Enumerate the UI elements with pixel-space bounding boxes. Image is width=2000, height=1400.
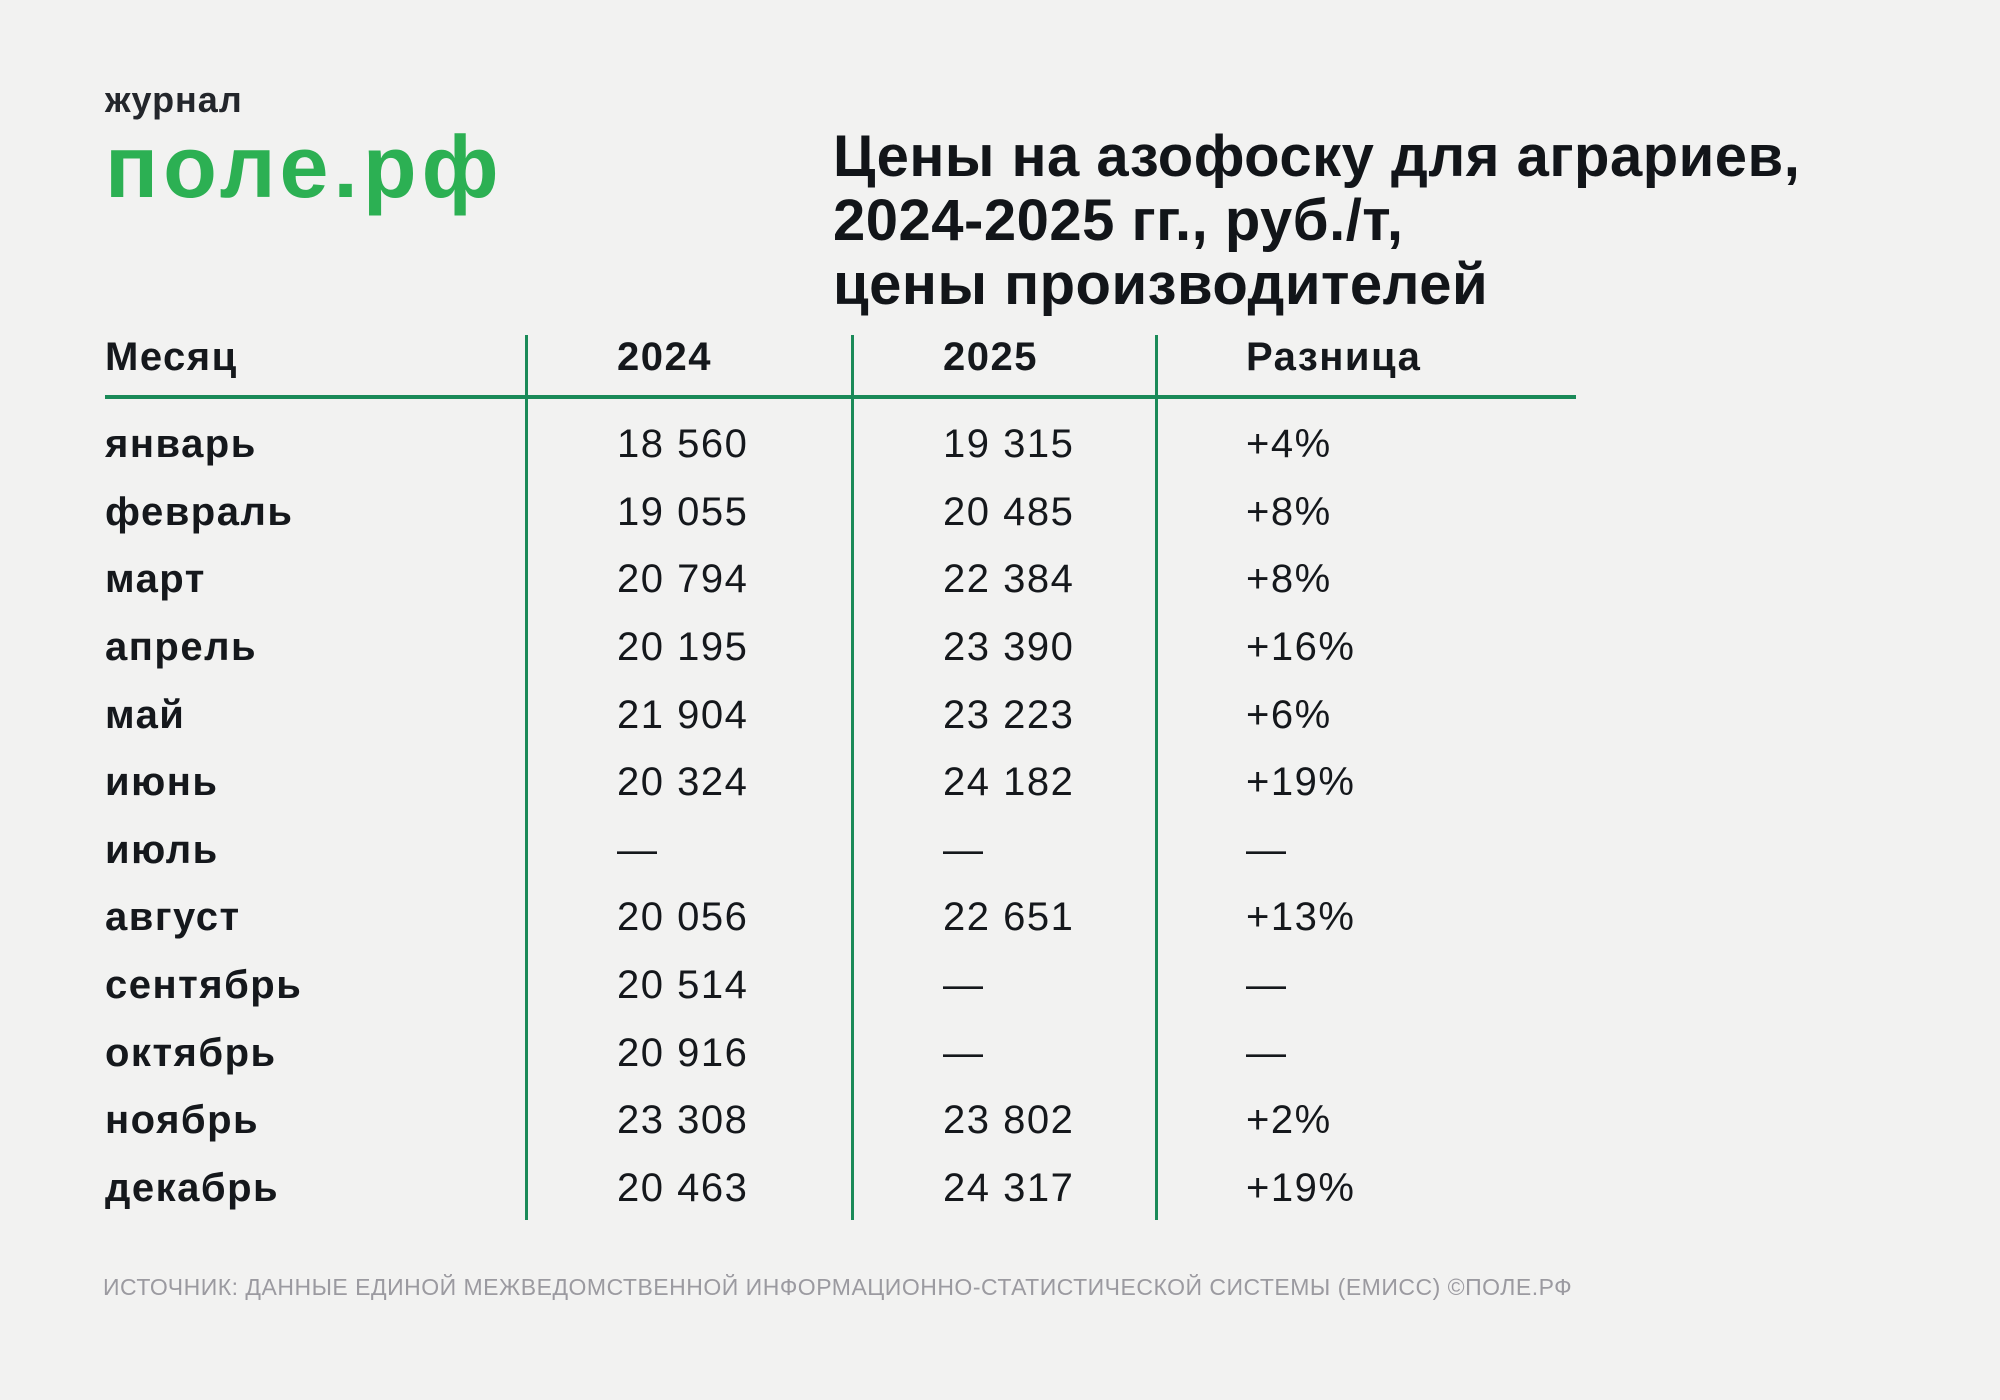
diff-cell: +8% bbox=[1246, 557, 1332, 602]
diff-cell: — bbox=[1246, 963, 1288, 1008]
title-line-1: Цены на азофоску для аграриев, bbox=[833, 123, 1801, 189]
table-row: август 20 056 22 651 +13% bbox=[105, 884, 1576, 952]
value-2024-cell: 20 324 bbox=[617, 760, 749, 805]
diff-cell: +19% bbox=[1246, 760, 1356, 805]
value-2024-cell: 20 195 bbox=[617, 625, 749, 670]
value-2024-cell: 21 904 bbox=[617, 692, 749, 737]
table-row: январь 18 560 19 315 +4% bbox=[105, 411, 1576, 479]
value-2025-cell: — bbox=[943, 827, 985, 872]
value-2024-cell: — bbox=[617, 827, 659, 872]
month-cell: ноябрь bbox=[105, 1098, 260, 1143]
month-cell: апрель bbox=[105, 625, 258, 670]
value-2024-cell: 20 056 bbox=[617, 895, 749, 940]
value-2024-cell: 20 916 bbox=[617, 1030, 749, 1075]
title-line-2: 2024-2025 гг., руб./т, bbox=[833, 187, 1404, 253]
table-row: май 21 904 23 223 +6% bbox=[105, 681, 1576, 749]
table-row: март 20 794 22 384 +8% bbox=[105, 546, 1576, 614]
table-row: декабрь 20 463 24 317 +19% bbox=[105, 1155, 1576, 1223]
value-2025-cell: 24 317 bbox=[943, 1165, 1075, 1210]
diff-cell: +6% bbox=[1246, 692, 1332, 737]
value-2024-cell: 20 794 bbox=[617, 557, 749, 602]
logo-brand: поле.рф bbox=[105, 117, 504, 216]
diff-cell: +13% bbox=[1246, 895, 1356, 940]
header-rule bbox=[105, 395, 1576, 399]
diff-cell: +8% bbox=[1246, 489, 1332, 534]
month-cell: март bbox=[105, 557, 206, 602]
value-2024-cell: 20 463 bbox=[617, 1165, 749, 1210]
table-body: январь 18 560 19 315 +4% февраль 19 055 … bbox=[105, 399, 1576, 1222]
column-divider-3 bbox=[1155, 335, 1158, 1220]
logo: журнал поле.рф bbox=[105, 79, 504, 216]
month-cell: август bbox=[105, 895, 241, 940]
diff-cell: — bbox=[1246, 1030, 1288, 1075]
table-row: февраль 19 055 20 485 +8% bbox=[105, 479, 1576, 547]
table-row: ноябрь 23 308 23 802 +2% bbox=[105, 1087, 1576, 1155]
logo-tagline: журнал bbox=[105, 79, 243, 120]
value-2025-cell: — bbox=[943, 1030, 985, 1075]
diff-cell: — bbox=[1246, 827, 1288, 872]
page-title: Цены на азофоску для аграриев, 2024-2025… bbox=[833, 123, 1953, 317]
table-row: сентябрь 20 514 — — bbox=[105, 952, 1576, 1020]
month-cell: май bbox=[105, 692, 186, 737]
column-divider-2 bbox=[851, 335, 854, 1220]
table-row: октябрь 20 916 — — bbox=[105, 1019, 1576, 1087]
value-2025-cell: 22 651 bbox=[943, 895, 1075, 940]
table-row: июнь 20 324 24 182 +19% bbox=[105, 749, 1576, 817]
month-cell: январь bbox=[105, 422, 257, 467]
diff-cell: +4% bbox=[1246, 422, 1332, 467]
value-2024-cell: 23 308 bbox=[617, 1098, 749, 1143]
value-2025-cell: 24 182 bbox=[943, 760, 1075, 805]
column-header-2024: 2024 bbox=[617, 335, 712, 379]
price-table: Месяц 2024 2025 Разница январь 18 560 19… bbox=[105, 335, 1576, 1220]
source-note: ИСТОЧНИК: ДАННЫЕ ЕДИНОЙ МЕЖВЕДОМСТВЕННОЙ… bbox=[103, 1274, 1573, 1300]
month-cell: июль bbox=[105, 827, 219, 872]
value-2025-cell: 23 223 bbox=[943, 692, 1075, 737]
column-header-diff: Разница bbox=[1246, 335, 1422, 379]
value-2024-cell: 20 514 bbox=[617, 963, 749, 1008]
value-2025-cell: 20 485 bbox=[943, 489, 1075, 534]
value-2025-cell: — bbox=[943, 963, 985, 1008]
month-cell: февраль bbox=[105, 489, 294, 534]
value-2025-cell: 23 802 bbox=[943, 1098, 1075, 1143]
value-2025-cell: 22 384 bbox=[943, 557, 1075, 602]
month-cell: июнь bbox=[105, 760, 219, 805]
diff-cell: +19% bbox=[1246, 1165, 1356, 1210]
value-2025-cell: 19 315 bbox=[943, 422, 1075, 467]
table-row: июль — — — bbox=[105, 817, 1576, 885]
month-cell: сентябрь bbox=[105, 963, 303, 1008]
column-divider-1 bbox=[525, 335, 528, 1220]
diff-cell: +2% bbox=[1246, 1098, 1332, 1143]
value-2024-cell: 18 560 bbox=[617, 422, 749, 467]
month-cell: октябрь bbox=[105, 1030, 277, 1075]
table-header-row: Месяц 2024 2025 Разница bbox=[105, 335, 1576, 395]
column-header-month: Месяц bbox=[105, 335, 238, 379]
value-2025-cell: 23 390 bbox=[943, 625, 1075, 670]
diff-cell: +16% bbox=[1246, 625, 1356, 670]
title-line-3: цены производителей bbox=[833, 251, 1489, 317]
table-row: апрель 20 195 23 390 +16% bbox=[105, 614, 1576, 682]
value-2024-cell: 19 055 bbox=[617, 489, 749, 534]
column-header-2025: 2025 bbox=[943, 335, 1038, 379]
month-cell: декабрь bbox=[105, 1165, 280, 1210]
